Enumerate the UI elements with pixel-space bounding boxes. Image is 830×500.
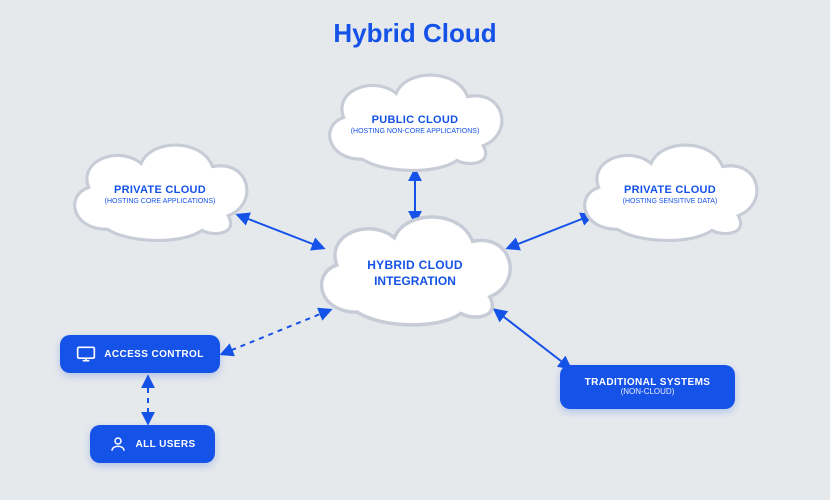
- monitor-icon: [76, 345, 96, 363]
- cloud-private-left: PRIVATE CLOUD (HOSTING CORE APPLICATIONS…: [55, 130, 265, 245]
- cloud-private-right: PRIVATE CLOUD (HOSTING SENSITIVE DATA): [565, 130, 775, 245]
- diagram-title: Hybrid Cloud: [0, 18, 830, 49]
- pill-all-users: ALL USERS: [90, 425, 215, 463]
- cloud-title: PRIVATE CLOUD: [624, 184, 716, 196]
- user-icon: [109, 435, 127, 453]
- cloud-hub: HYBRID CLOUD INTEGRATION: [300, 200, 530, 330]
- pill-label: ALL USERS: [135, 439, 195, 450]
- cloud-label: PRIVATE CLOUD (HOSTING SENSITIVE DATA): [605, 184, 736, 205]
- cloud-subtitle: INTEGRATION: [374, 274, 456, 288]
- pill-access-control: ACCESS CONTROL: [60, 335, 220, 373]
- pill-traditional-systems: TRADITIONAL SYSTEMS (NON-CLOUD): [560, 365, 735, 409]
- cloud-label: HYBRID CLOUD INTEGRATION: [349, 258, 481, 288]
- cloud-subtitle: (HOSTING NON-CORE APPLICATIONS): [351, 128, 480, 135]
- pill-sublabel: (NON-CLOUD): [585, 388, 711, 397]
- cloud-subtitle: (HOSTING CORE APPLICATIONS): [105, 198, 216, 205]
- pill-label: ACCESS CONTROL: [104, 349, 204, 360]
- cloud-label: PRIVATE CLOUD (HOSTING CORE APPLICATIONS…: [87, 184, 234, 205]
- cloud-title: PRIVATE CLOUD: [114, 184, 206, 196]
- cloud-public: PUBLIC CLOUD (HOSTING NON-CORE APPLICATI…: [310, 60, 520, 175]
- cloud-title: HYBRID CLOUD: [367, 258, 463, 272]
- cloud-title: PUBLIC CLOUD: [372, 114, 459, 126]
- cloud-subtitle: (HOSTING SENSITIVE DATA): [623, 198, 718, 205]
- cloud-label: PUBLIC CLOUD (HOSTING NON-CORE APPLICATI…: [333, 114, 498, 135]
